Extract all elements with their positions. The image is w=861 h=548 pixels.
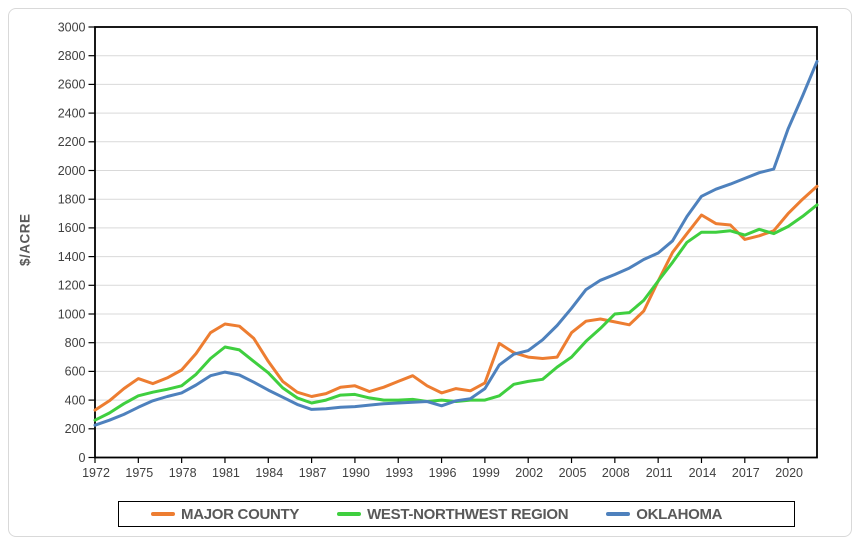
x-tick-label: 2011 — [646, 466, 673, 480]
legend: MAJOR COUNTY WEST-NORTHWEST REGION OKLAHOM… — [118, 501, 795, 527]
y-tick-label: 0 — [79, 451, 86, 465]
x-tick-label: 2002 — [515, 466, 543, 480]
y-tick-label: 2800 — [58, 49, 86, 63]
legend-label: WEST-NORTHWEST REGION — [367, 505, 569, 523]
x-tick-label: 2008 — [602, 466, 630, 480]
legend-item-oklahoma: OKLAHOMA — [606, 505, 723, 523]
x-tick-label: 1990 — [342, 466, 370, 480]
y-tick-label: 2200 — [58, 135, 86, 149]
legend-line-swatch — [606, 512, 631, 516]
y-tick-label: 1400 — [58, 250, 86, 264]
plot-border — [94, 26, 818, 459]
legend-item-major-county: MAJOR COUNTY — [151, 506, 299, 523]
x-tick-label: 1996 — [429, 466, 457, 480]
y-tick-label: 600 — [65, 365, 86, 379]
legend-item-west-northwest-region: WEST-NORTHWEST REGION — [337, 505, 569, 523]
legend-line-swatch — [151, 512, 175, 516]
x-tick-label: 1999 — [472, 466, 500, 480]
y-tick-label: 3000 — [58, 20, 86, 34]
legend-label: OKLAHOMA — [636, 505, 723, 523]
y-tick-label: 1600 — [58, 221, 86, 235]
legend-label: MAJOR COUNTY — [181, 505, 300, 523]
y-tick-label: 1200 — [58, 279, 86, 293]
y-tick-label: 200 — [65, 422, 86, 436]
x-tick-label: 1975 — [125, 466, 153, 480]
y-tick-label: 2600 — [58, 78, 86, 92]
y-tick-label: 2000 — [58, 164, 86, 178]
series-line-major-county — [93, 184, 819, 412]
y-tick-label: 2400 — [58, 106, 86, 120]
x-tick-label: 1981 — [212, 466, 240, 480]
x-tick-label: 2020 — [775, 466, 803, 480]
x-tick-label: 2005 — [559, 466, 587, 480]
legend-line-swatch — [337, 512, 362, 516]
series-line-oklahoma — [93, 59, 819, 427]
x-tick-label: 1987 — [299, 466, 327, 480]
x-tick-label: 1972 — [82, 466, 110, 480]
x-tick-label: 1984 — [255, 466, 283, 480]
y-tick-label: 1800 — [58, 193, 86, 207]
x-tick-label: 2017 — [732, 466, 760, 480]
y-tick-label: 1000 — [58, 307, 86, 321]
x-tick-label: 1993 — [385, 466, 413, 480]
y-tick-label: 800 — [65, 336, 86, 350]
x-tick-label: 1978 — [169, 466, 197, 480]
x-tick-label: 2014 — [689, 466, 717, 480]
y-tick-label: 400 — [65, 393, 86, 407]
y-axis-title: $/ACRE — [17, 213, 33, 267]
